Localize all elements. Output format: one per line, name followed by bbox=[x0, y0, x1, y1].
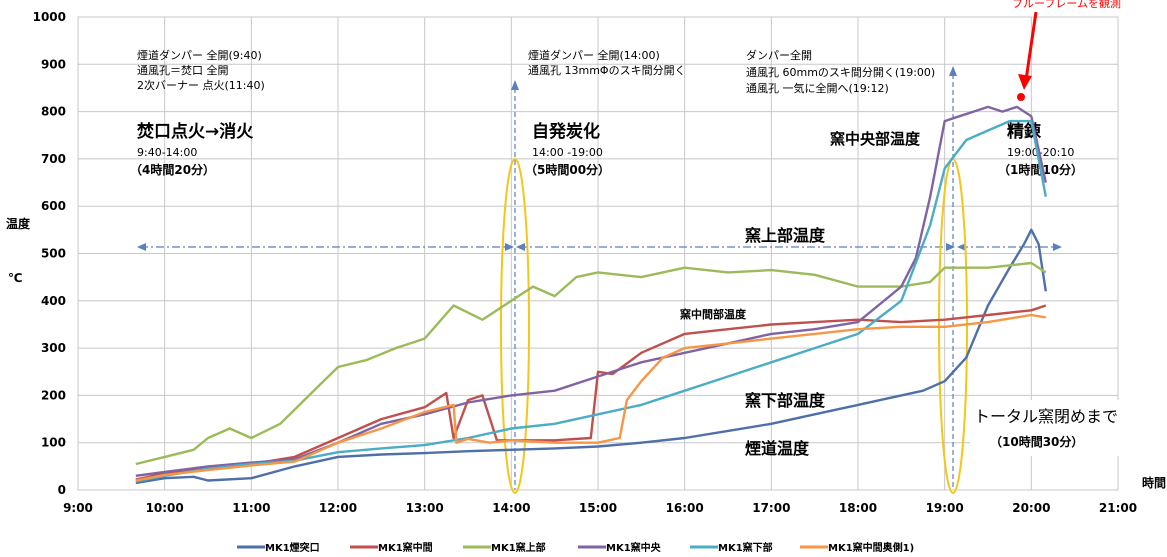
ellipse-14 bbox=[500, 158, 530, 494]
series-line-2 bbox=[135, 304, 1047, 481]
series-line-1 bbox=[135, 228, 1047, 485]
phase1-arrow-head-right bbox=[505, 243, 514, 251]
x-tick-label: 19:00 bbox=[926, 501, 964, 515]
y-tick-label: 800 bbox=[41, 105, 66, 119]
legend-label: MK1窯中間奥側1) bbox=[828, 541, 914, 554]
x-tick-label: 10:00 bbox=[146, 501, 184, 515]
label-mid-temp: 窯中間部温度 bbox=[680, 307, 747, 321]
mid-note-2: 通風孔 13mmΦのスキ間分開く bbox=[528, 64, 686, 77]
vline-19-head bbox=[949, 66, 957, 76]
annotations: ブルーフレームを観測 煙道ダンパー 全開(9:40) 通風孔＝焚口 全開 2次バ… bbox=[130, 0, 1160, 494]
x-tick-label: 18:00 bbox=[839, 501, 877, 515]
x-tick-label: 15:00 bbox=[579, 501, 617, 515]
legend-item-1: MK1煙突口 bbox=[237, 541, 320, 554]
phase3-arrow-head-left bbox=[957, 243, 966, 251]
x-tick-label: 17:00 bbox=[752, 501, 790, 515]
phase3-arrow-head-right bbox=[1053, 243, 1062, 251]
right-note-2: 通風孔 60mmのスキ間分開く(19:00) bbox=[746, 66, 935, 79]
label-top-temp: 窯上部温度 bbox=[745, 226, 826, 245]
y-tick-label: 0 bbox=[58, 483, 66, 497]
y-tick-label: 300 bbox=[41, 341, 66, 355]
y-axis-label: 温度 bbox=[6, 216, 31, 231]
phase2-arrow-head-right bbox=[946, 243, 955, 251]
x-tick-label: 12:00 bbox=[319, 501, 357, 515]
label-center-temp: 窯中央部温度 bbox=[830, 130, 921, 148]
phase1-arrow-head-left bbox=[137, 243, 146, 251]
phase1-duration: （4時間20分） bbox=[130, 162, 215, 177]
x-tick-label: 14:00 bbox=[492, 501, 530, 515]
series-line-5 bbox=[135, 119, 1047, 483]
phase1-time: 9:40-14:00 bbox=[137, 146, 197, 159]
blue-flame-arrow-head bbox=[1018, 74, 1032, 90]
phase2-title: 自発炭化 bbox=[532, 121, 600, 142]
x-tick-label: 13:00 bbox=[406, 501, 444, 515]
total-box bbox=[970, 400, 1160, 456]
y-axis-unit: ℃ bbox=[8, 271, 23, 285]
x-tick-label: 11:00 bbox=[232, 501, 270, 515]
blue-flame-arrow bbox=[1024, 11, 1038, 81]
blue-flame-note: ブルーフレームを観測 bbox=[1012, 0, 1121, 10]
legend-item-2: MK1窯中間 bbox=[350, 541, 433, 554]
x-tick-label: 16:00 bbox=[666, 501, 704, 515]
y-tick-label: 600 bbox=[41, 199, 66, 213]
legend-item-5: MK1窯下部 bbox=[690, 541, 773, 554]
legend-label: MK1窯中間 bbox=[378, 541, 433, 554]
x-tick-label: 9:00 bbox=[63, 501, 93, 515]
x-tick-label: 20:00 bbox=[1012, 501, 1050, 515]
label-low-temp: 窯下部温度 bbox=[745, 391, 826, 410]
phase2-time: 14:00 -19:00 bbox=[532, 146, 603, 159]
phase1-title: 焚口点火→消火 bbox=[136, 121, 254, 142]
y-tick-label: 1000 bbox=[33, 10, 66, 24]
blue-flame-point bbox=[1017, 93, 1025, 101]
legend-item-4: MK1窯中央 bbox=[578, 541, 662, 554]
x-tick-label: 21:00 bbox=[1099, 501, 1137, 515]
left-note-1: 煙道ダンパー 全開(9:40) bbox=[137, 48, 262, 62]
total-title: トータル窯閉めまで bbox=[974, 407, 1118, 426]
mid-note-1: 煙道ダンパー 全開(14:00) bbox=[528, 48, 660, 62]
series-lines bbox=[135, 105, 1047, 485]
right-note-3: 通風孔 一気に全開へ(19:12) bbox=[746, 81, 889, 95]
legend-label: MK1煙突口 bbox=[265, 541, 320, 554]
phase2-duration: （5時間00分） bbox=[525, 162, 610, 177]
legend-label: MK1窯下部 bbox=[718, 541, 773, 554]
phase3-time: 19:00-20:10 bbox=[1007, 146, 1074, 159]
y-tick-label: 200 bbox=[41, 388, 66, 402]
x-tick-labels: 9:00 10:00 11:00 12:00 13:00 14:00 15:00 16:00 1… bbox=[63, 501, 1137, 515]
y-tick-labels: 0 100 200 300 400 500 600 700 800 900 1000 bbox=[33, 10, 66, 497]
legend-item-6: MK1窯中間奥側1) bbox=[800, 541, 914, 554]
left-note-3: 2次バーナー 点火(11:40) bbox=[137, 78, 265, 92]
y-tick-label: 900 bbox=[41, 57, 66, 71]
y-tick-label: 500 bbox=[41, 247, 66, 261]
left-note-2: 通風孔＝焚口 全開 bbox=[137, 63, 229, 77]
y-tick-label: 100 bbox=[41, 436, 66, 450]
y-tick-label: 400 bbox=[41, 294, 66, 308]
legend: MK1煙突口 MK1窯中間 MK1窯上部 MK1窯中央 MK1窯下部 MK1窯中間奥側1) bbox=[237, 541, 914, 554]
vline-14-head bbox=[511, 80, 519, 90]
right-note-1: ダンパー全開 bbox=[746, 48, 812, 62]
phase2-arrow-head-left bbox=[516, 243, 525, 251]
legend-item-3: MK1窯上部 bbox=[463, 541, 546, 554]
x-axis-label: 時間 bbox=[1142, 475, 1166, 490]
grid bbox=[77, 16, 1119, 491]
y-tick-label: 700 bbox=[41, 152, 66, 166]
label-flue-temp: 煙道温度 bbox=[745, 439, 810, 458]
legend-label: MK1窯上部 bbox=[491, 541, 546, 554]
series-line-6 bbox=[135, 313, 1046, 482]
total-duration: （10時間30分） bbox=[990, 434, 1083, 449]
legend-label: MK1窯中央 bbox=[606, 541, 662, 554]
